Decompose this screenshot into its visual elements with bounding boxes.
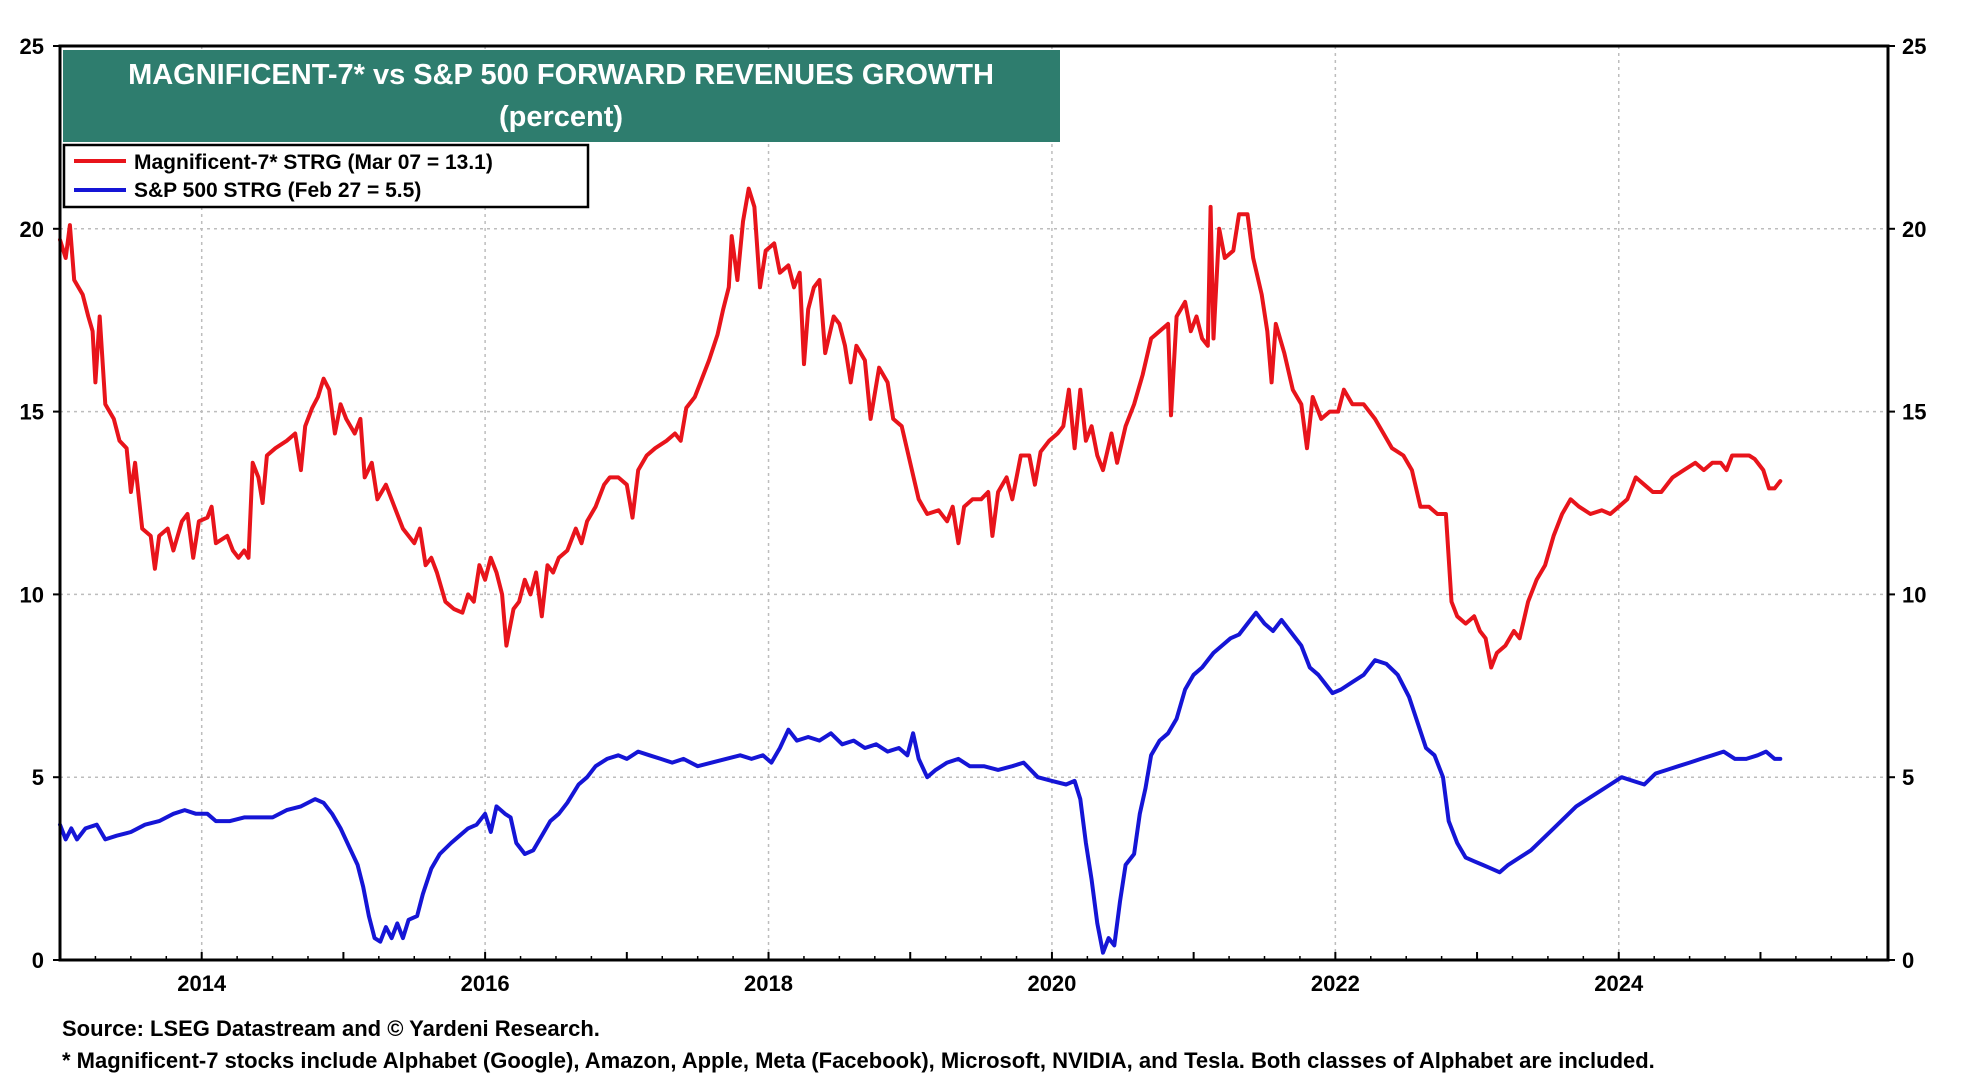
- legend-label-sp500: S&P 500 STRG (Feb 27 = 5.5): [134, 179, 421, 202]
- left-y-tick-label: 10: [20, 582, 44, 607]
- chart-title: MAGNIFICENT-7* vs S&P 500 FORWARD REVENU…: [128, 59, 994, 91]
- source-note: Source: LSEG Datastream and © Yardeni Re…: [62, 1016, 600, 1041]
- legend-box: [62, 143, 590, 209]
- legend-label-magnificent7: Magnificent-7* STRG (Mar 07 = 13.1): [134, 151, 493, 174]
- right-y-tick-label: 25: [1902, 34, 1926, 59]
- x-tick-label: 2018: [744, 971, 793, 996]
- legend: Magnificent-7* STRG (Mar 07 = 13.1) S&P …: [62, 143, 590, 209]
- x-tick-label: 2016: [461, 971, 510, 996]
- left-y-axis: 0 5 10 15 20 25: [20, 34, 60, 973]
- grid-layer: [60, 46, 1888, 960]
- x-tick-label: 2024: [1594, 971, 1644, 996]
- left-y-tick-label: 0: [32, 948, 44, 973]
- right-y-axis: 0 5 10 15 20 25: [1888, 34, 1926, 973]
- x-tick-label: 2022: [1311, 971, 1360, 996]
- title-band: [63, 50, 1060, 142]
- right-y-tick-label: 5: [1902, 765, 1914, 790]
- x-axis: 2014 2016 2018 2020 2022 2024: [59, 952, 1868, 996]
- left-y-tick-label: 5: [32, 765, 44, 790]
- right-y-tick-label: 15: [1902, 400, 1926, 425]
- x-tick-label: 2020: [1027, 971, 1076, 996]
- title-box: MAGNIFICENT-7* vs S&P 500 FORWARD REVENU…: [63, 50, 1060, 142]
- series-line-sp500: [58, 610, 1783, 955]
- plot-frame: [58, 44, 1890, 962]
- x-tick-label: 2014: [177, 971, 227, 996]
- left-y-tick-label: 15: [20, 400, 44, 425]
- chart-subtitle: (percent): [499, 101, 623, 133]
- footnote: * Magnificent-7 stocks include Alphabet …: [62, 1048, 1655, 1073]
- left-y-tick-label: 20: [20, 217, 44, 242]
- right-y-tick-label: 20: [1902, 217, 1926, 242]
- left-y-tick-label: 25: [20, 34, 44, 59]
- series-line-magnificent7: [58, 186, 1783, 670]
- series-layer: [58, 186, 1783, 955]
- right-y-tick-label: 0: [1902, 948, 1914, 973]
- right-y-tick-label: 10: [1902, 582, 1926, 607]
